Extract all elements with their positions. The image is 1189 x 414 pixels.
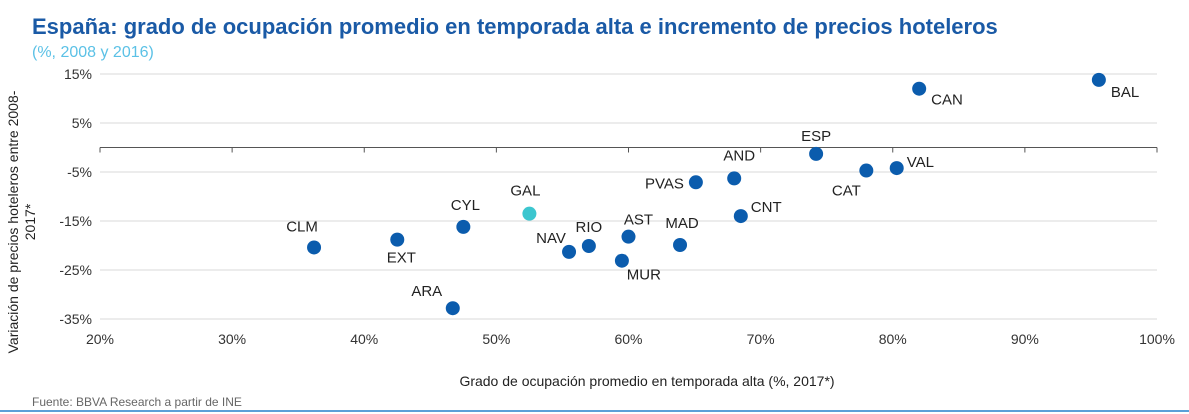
point-esp [809,146,824,161]
x-tick-label: 60% [614,331,642,347]
x-tick-label: 70% [747,331,775,347]
point-ext [390,232,405,247]
point-val [889,161,904,176]
y-tick-label: -5% [67,164,92,180]
y-tick-label: -15% [59,213,92,229]
y-tick-label: -35% [59,311,92,327]
point-clm [307,240,322,255]
point-label-cyl: CYL [451,197,480,214]
point-label-val: VAL [907,154,934,171]
point-bal [1091,72,1106,87]
y-tick-label: -25% [59,262,92,278]
y-axis-label: Variación de precios hoteleros entre 200… [5,90,38,353]
point-gal [522,206,537,221]
x-tick-label: 90% [1011,331,1039,347]
point-mur [614,253,629,268]
point-can [912,81,927,96]
point-and [727,171,742,186]
point-mad [673,238,688,253]
point-label-nav: NAV [536,230,566,247]
chart-subtitle: (%, 2008 y 2016) [32,44,154,61]
axes [99,147,1158,153]
point-ast [621,229,636,244]
y-tick-label: 15% [64,66,92,82]
point-label-can: CAN [931,92,963,109]
x-tick-label: 20% [86,331,114,347]
x-tick-label: 80% [879,331,907,347]
point-cnt [733,209,748,224]
point-label-bal: BAL [1111,84,1139,101]
point-label-cat: CAT [832,183,861,200]
point-label-pvas: PVAS [645,175,684,192]
point-label-gal: GAL [510,183,540,200]
point-label-ext: EXT [387,250,416,267]
source-note: Fuente: BBVA Research a partir de INE [32,395,242,409]
point-label-and: AND [723,147,755,164]
point-label-mad: MAD [665,215,699,232]
x-tick-label: 30% [218,331,246,347]
point-label-esp: ESP [801,128,831,145]
data-points [307,72,1106,316]
point-ara [445,301,460,316]
point-label-cnt: CNT [751,199,782,216]
point-label-rio: RIO [576,219,603,236]
y-tick-label: 5% [72,115,92,131]
x-axis-label: Grado de ocupación promedio en temporada… [459,373,834,389]
tick-labels: 15% 5% -5% -15% -25% -35% 20% 30% 40% 50% 60% 70% 80… [59,66,1175,347]
point-labels: CLM EXT CYL ARA GAL NAV RIO AST MUR MAD PVAS AND CNT… [286,84,1139,300]
point-label-ast: AST [624,212,653,229]
point-label-ara: ARA [411,283,442,300]
point-label-mur: MUR [627,267,661,284]
bottom-rule [0,410,1189,412]
chart-title: España: grado de ocupación promedio en t… [32,14,998,39]
point-label-clm: CLM [286,218,318,235]
point-cat [859,163,874,178]
point-pvas [688,175,703,190]
point-rio [581,238,596,253]
x-tick-label: 50% [482,331,510,347]
x-tick-label: 100% [1139,331,1175,347]
grid-lines [100,73,1157,320]
x-tick-label: 40% [350,331,378,347]
point-nav [562,244,577,259]
point-cyl [456,219,471,234]
